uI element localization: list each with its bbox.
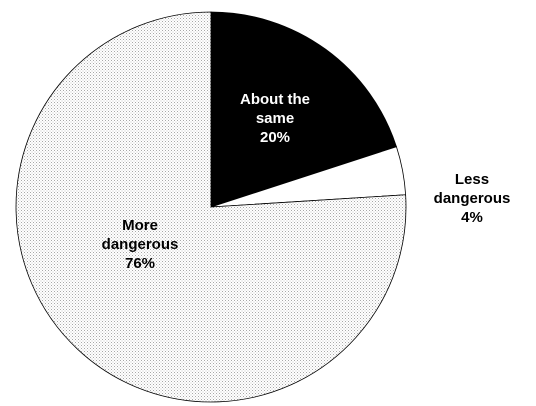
- slice-category-label: About the: [240, 91, 310, 108]
- slice-category-label: dangerous: [102, 236, 179, 253]
- slice-category-label: same: [256, 110, 294, 127]
- slice-label: More dangerous 76%: [102, 217, 179, 272]
- slice-label: About the same 20%: [240, 91, 310, 146]
- slice-category-label: dangerous: [434, 190, 511, 207]
- slice-value-label: 20%: [260, 129, 290, 146]
- slice-value-label: 4%: [461, 209, 483, 226]
- pie-labels: About the same 20% Less dangerous 4% More dange…: [102, 91, 511, 272]
- slice-label: Less dangerous 4%: [434, 171, 511, 226]
- pie-slices: [15, 11, 407, 403]
- slice-value-label: 76%: [125, 255, 155, 272]
- slice-category-label: More: [122, 217, 158, 234]
- pie-slice-about-the-same: [210, 11, 397, 208]
- slice-category-label: Less: [455, 171, 489, 188]
- pie-slice-more-dangerous: [15, 11, 407, 403]
